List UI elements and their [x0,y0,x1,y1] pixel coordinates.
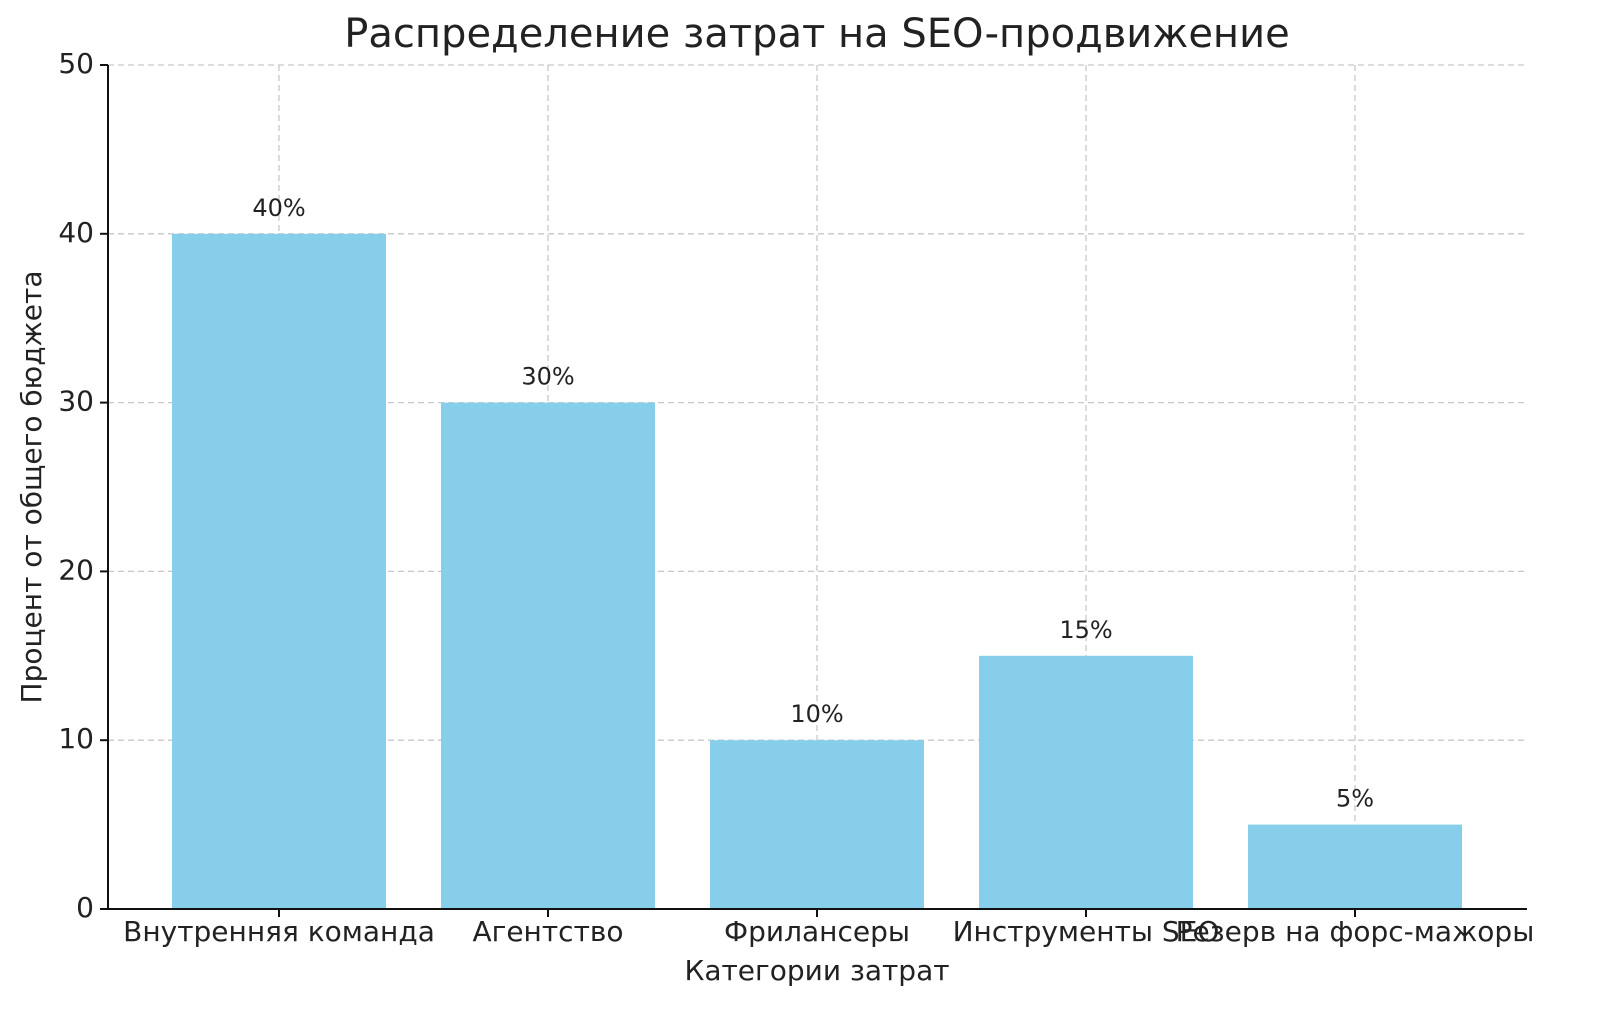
x-tick-label: Инструменты SEO [953,915,1220,948]
value-label: 15% [1059,616,1112,644]
y-tick-label: 50 [58,47,94,80]
bar [172,233,386,910]
bar [441,402,655,909]
y-tick-label: 30 [58,385,94,418]
y-tick-label: 0 [76,891,94,924]
chart-title: Распределение затрат на SEO-продвижение [344,11,1289,57]
x-axis-label: Категории затрат [684,954,949,987]
value-label: 40% [252,194,305,222]
y-tick-label: 10 [58,722,94,755]
y-tick-label: 40 [58,216,94,249]
bar [979,655,1193,909]
value-label: 5% [1336,785,1374,813]
bar [1248,824,1462,909]
value-label: 10% [790,700,843,728]
x-tick-label: Фрилансеры [724,915,910,948]
bar [710,740,924,909]
y-tick-label: 20 [58,553,94,586]
y-axis-label: Процент от общего бюджета [15,271,48,704]
x-tick-label: Агентство [472,915,623,948]
x-tick-label: Внутренняя команда [123,915,435,948]
value-label: 30% [521,363,574,391]
x-tick-label: Резерв на форс-мажоры [1176,915,1535,948]
